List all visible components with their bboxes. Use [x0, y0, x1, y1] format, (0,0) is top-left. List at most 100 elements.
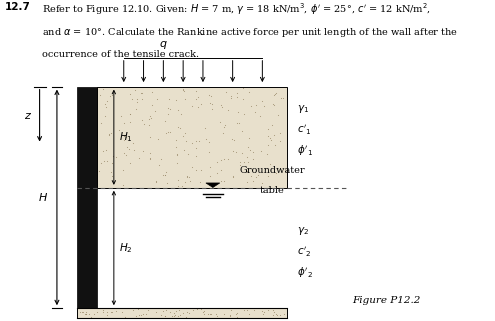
Point — [172, 144, 180, 149]
Point — [148, 103, 156, 108]
Text: $H_1$: $H_1$ — [119, 130, 133, 144]
Point — [250, 308, 258, 313]
Point — [140, 121, 148, 126]
Text: Refer to Figure 12.10. Given: $H$ = 7 m, $\gamma$ = 18 kN/m$^3$, $\phi'$ = 25°, : Refer to Figure 12.10. Given: $H$ = 7 m,… — [42, 2, 431, 17]
Point — [206, 101, 214, 106]
Point — [125, 147, 133, 152]
Text: $c'_2$: $c'_2$ — [297, 245, 311, 259]
Point — [172, 308, 180, 313]
Point — [119, 168, 127, 173]
Point — [101, 101, 109, 107]
Point — [138, 91, 146, 96]
Point — [198, 307, 205, 312]
Point — [224, 157, 232, 162]
Point — [248, 173, 255, 178]
Point — [99, 149, 107, 154]
Point — [148, 90, 156, 95]
Point — [218, 105, 226, 110]
Point — [208, 101, 216, 107]
Point — [179, 87, 187, 92]
Point — [273, 312, 281, 317]
Text: $q$: $q$ — [159, 39, 168, 51]
Point — [269, 312, 277, 317]
Point — [240, 111, 248, 116]
Point — [256, 114, 264, 119]
Point — [195, 138, 203, 143]
Point — [144, 308, 152, 313]
Text: Groundwater: Groundwater — [240, 166, 305, 175]
Point — [251, 169, 259, 174]
Point — [264, 127, 272, 132]
Point — [195, 105, 202, 110]
Point — [174, 124, 182, 129]
Point — [192, 96, 199, 101]
Point — [135, 155, 143, 160]
Point — [108, 93, 116, 98]
Point — [252, 175, 260, 180]
Point — [107, 131, 115, 136]
Point — [233, 121, 241, 126]
Point — [108, 309, 116, 315]
Point — [154, 136, 162, 141]
Point — [93, 309, 100, 314]
Point — [100, 114, 108, 119]
Point — [217, 167, 225, 172]
Point — [180, 89, 188, 94]
Point — [120, 134, 128, 139]
Point — [164, 105, 172, 110]
Point — [234, 110, 242, 115]
Point — [193, 307, 201, 312]
Point — [170, 310, 178, 315]
Point — [106, 93, 114, 99]
Text: $\gamma_2$: $\gamma_2$ — [297, 225, 309, 237]
Point — [87, 314, 95, 319]
Point — [156, 157, 164, 162]
Point — [247, 103, 255, 108]
Text: $H_2$: $H_2$ — [119, 241, 133, 255]
Point — [153, 96, 161, 101]
Point — [217, 102, 225, 107]
Point — [181, 179, 189, 184]
Point — [170, 313, 178, 318]
Point — [152, 178, 160, 184]
Point — [194, 94, 202, 99]
Point — [271, 143, 279, 148]
Text: $\phi'_2$: $\phi'_2$ — [297, 266, 313, 280]
Point — [206, 164, 214, 169]
Point — [277, 96, 285, 101]
Point — [182, 139, 190, 144]
Point — [147, 151, 154, 156]
Point — [115, 128, 123, 133]
Point — [266, 162, 274, 167]
Point — [196, 180, 203, 185]
Point — [183, 310, 191, 315]
Point — [99, 87, 107, 92]
Point — [270, 132, 278, 137]
Bar — [77, 87, 97, 308]
Point — [270, 93, 278, 98]
Point — [166, 129, 174, 134]
Point — [139, 149, 147, 154]
Point — [143, 311, 150, 316]
Point — [120, 150, 128, 155]
Point — [245, 135, 253, 140]
Point — [119, 183, 127, 188]
Point — [138, 96, 146, 101]
Point — [172, 98, 180, 103]
Point — [178, 183, 186, 188]
Point — [260, 309, 268, 315]
Point — [240, 96, 248, 101]
Point — [183, 173, 191, 178]
Point — [258, 181, 266, 186]
Point — [174, 108, 182, 113]
Point — [76, 309, 84, 314]
Point — [213, 160, 221, 165]
Point — [120, 120, 128, 126]
Point — [232, 311, 240, 317]
Point — [276, 139, 284, 144]
Point — [201, 125, 209, 130]
Point — [243, 179, 251, 184]
Point — [133, 100, 141, 105]
Point — [272, 90, 280, 95]
Point — [236, 163, 244, 168]
